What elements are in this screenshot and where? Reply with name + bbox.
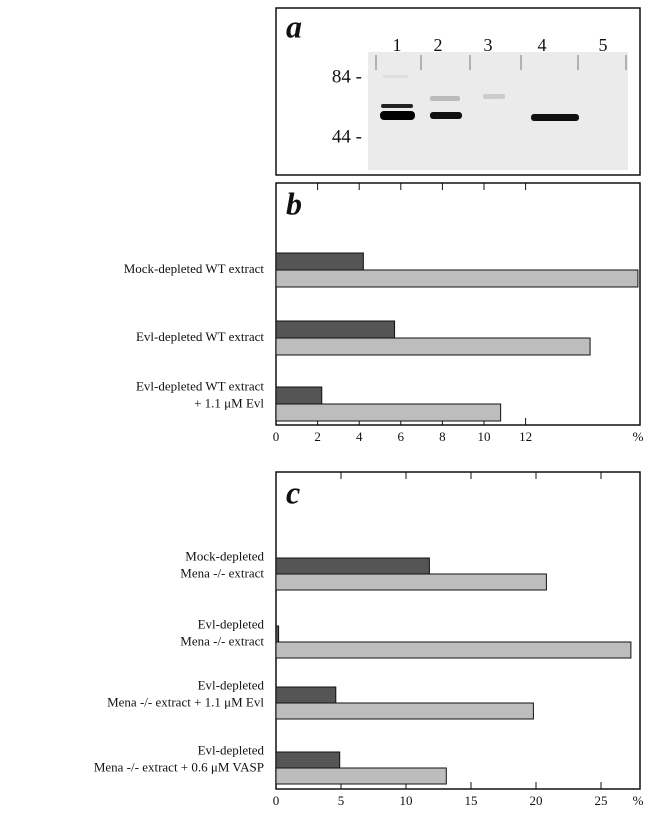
x-tick-label: 8 xyxy=(439,429,446,444)
bar xyxy=(276,626,279,642)
panel-frame xyxy=(276,183,640,425)
x-tick-label: 25 xyxy=(595,793,608,808)
lane-label: 5 xyxy=(599,35,608,55)
bar xyxy=(276,768,446,784)
panel-label: c xyxy=(286,474,300,510)
bar xyxy=(276,321,395,338)
mw-marker: 84 - xyxy=(332,66,362,87)
lane-label: 3 xyxy=(484,35,493,55)
category-label: Mena -/- extract + 0.6 μM VASP xyxy=(94,759,264,774)
category-label: Mena -/- extract xyxy=(180,633,264,648)
category-label: Mock-depleted xyxy=(185,548,264,563)
x-tick-label: 12 xyxy=(519,429,532,444)
lane-label: 2 xyxy=(434,35,443,55)
bar xyxy=(276,574,546,590)
category-label: Evl-depleted xyxy=(198,677,265,692)
bar xyxy=(276,558,429,574)
x-tick-label: 20 xyxy=(530,793,543,808)
category-label: + 1.1 μM Evl xyxy=(194,395,264,410)
x-tick-label: 0 xyxy=(273,793,280,808)
x-tick-label: 4 xyxy=(356,429,363,444)
lane-label: 1 xyxy=(393,35,402,55)
bar xyxy=(276,687,336,703)
x-tick-label: 10 xyxy=(400,793,413,808)
bar xyxy=(276,404,501,421)
x-tick-label: 5 xyxy=(338,793,345,808)
category-label: Mock-depleted WT extract xyxy=(124,261,265,276)
panel-label: b xyxy=(286,185,302,221)
x-tick-label: 10 xyxy=(478,429,491,444)
bar xyxy=(276,338,590,355)
category-label: Evl-depleted WT extract xyxy=(136,329,264,344)
bar xyxy=(276,752,340,768)
lane-label: 4 xyxy=(538,35,547,55)
mw-marker: 44 - xyxy=(332,126,362,147)
x-tick-label: 2 xyxy=(314,429,321,444)
bar xyxy=(276,253,363,270)
category-label: Mena -/- extract + 1.1 μM Evl xyxy=(107,694,264,709)
panel-frame xyxy=(276,472,640,789)
category-label: Evl-depleted xyxy=(198,742,265,757)
category-label: Mena -/- extract xyxy=(180,565,264,580)
figure: a 84 - 44 - 12345b024681012%Mock-deplete… xyxy=(0,0,647,835)
bar xyxy=(276,642,631,658)
bar xyxy=(276,703,533,719)
x-tick-label: 6 xyxy=(398,429,405,444)
x-tick-label: 0 xyxy=(273,429,280,444)
bar xyxy=(276,387,322,404)
panel-label: a xyxy=(286,8,302,44)
x-unit-label: % xyxy=(633,793,644,808)
x-tick-label: 15 xyxy=(465,793,478,808)
category-label: Evl-depleted WT extract xyxy=(136,378,264,393)
category-label: Evl-depleted xyxy=(198,616,265,631)
x-unit-label: % xyxy=(633,429,644,444)
bar xyxy=(276,270,638,287)
